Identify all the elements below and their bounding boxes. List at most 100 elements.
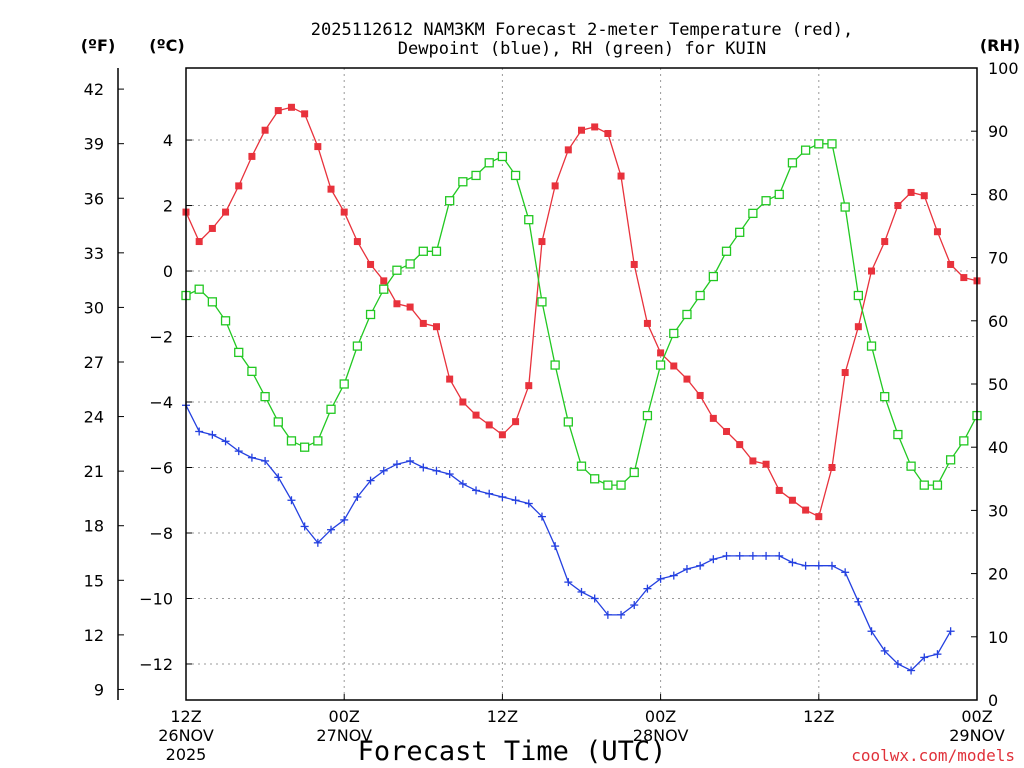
temperature-point	[485, 421, 493, 429]
rh-unit-label: (RH)	[980, 36, 1020, 55]
temperature-point	[617, 172, 625, 180]
dewpoint-point	[709, 555, 718, 564]
fahrenheit-tick-label: 30	[84, 298, 104, 317]
fahrenheit-axis: 42 39 36 33 30 27 24 21 18 15 12 9	[84, 68, 124, 700]
temperature-point	[854, 323, 862, 331]
temperature-point	[274, 107, 282, 115]
dewpoint-point	[485, 489, 494, 498]
rh-point	[550, 360, 560, 370]
rh-point	[299, 442, 310, 452]
fahrenheit-tick-label: 27	[84, 353, 104, 372]
rh-point	[220, 316, 231, 326]
fahrenheit-tick-label: 12	[84, 626, 104, 645]
temperature-point	[446, 375, 454, 383]
temperature-point	[578, 126, 585, 134]
rh-point	[735, 227, 745, 237]
temperature-point	[222, 208, 230, 216]
rh-line	[185, 143, 978, 486]
temperature-point	[736, 441, 744, 449]
temperature-point	[340, 208, 348, 216]
dewpoint-point	[537, 512, 546, 521]
rh-point	[379, 284, 389, 294]
temperature-point	[723, 427, 731, 435]
credit-text: coolwx.com/models	[851, 746, 1015, 765]
celsius-tick-label: 0	[163, 262, 173, 281]
rh-point	[326, 404, 336, 414]
dewpoint-point	[933, 650, 942, 659]
x-tick-label: 12Z	[487, 707, 518, 726]
dewpoint-point	[867, 627, 876, 636]
dewpoint-point	[669, 571, 678, 580]
temperature-point	[881, 238, 889, 246]
fahrenheit-tick-label: 15	[84, 571, 104, 590]
temperature-point	[749, 457, 757, 465]
temperature-point	[353, 238, 361, 246]
rh-point	[695, 290, 705, 301]
dewpoint-point	[392, 460, 401, 469]
rh-point	[893, 429, 903, 440]
rh-point	[365, 309, 376, 320]
temperature-point	[709, 414, 717, 422]
rh-tick-label: 20	[988, 565, 1008, 584]
rh-point	[207, 297, 218, 307]
dewpoint-point	[617, 610, 626, 619]
celsius-axis: 4 2 0 −2 −4 −6 −8 −10 −12	[139, 131, 192, 674]
temperature-point	[630, 260, 638, 268]
temperature-point	[907, 188, 915, 196]
temperature-line	[185, 106, 978, 518]
temperature-point	[525, 382, 533, 390]
fahrenheit-tick-label: 18	[84, 517, 104, 536]
dewpoint-point	[814, 561, 823, 570]
fahrenheit-tick-label: 21	[84, 462, 104, 481]
dewpoint-point	[801, 561, 810, 570]
rh-tick-label: 60	[988, 312, 1008, 331]
fahrenheit-tick-label: 36	[84, 189, 104, 208]
x-axis-title: Forecast Time (UTC)	[358, 736, 667, 767]
rh-point	[524, 215, 534, 225]
dewpoint-point	[406, 456, 415, 465]
dewpoint-point	[498, 492, 507, 501]
temperature-point	[670, 362, 678, 370]
rh-point	[945, 455, 956, 465]
dewpoint-point	[735, 551, 744, 560]
celsius-tick-label: −10	[139, 589, 173, 608]
rh-point	[194, 284, 204, 294]
rh-point	[286, 436, 297, 446]
rh-tick-label: 70	[988, 249, 1008, 268]
dewpoint-point	[353, 492, 362, 501]
rh-point	[576, 461, 587, 471]
x-tick-label: 2025	[166, 745, 207, 764]
dewpoint-point	[432, 466, 441, 475]
temperature-point	[261, 126, 269, 134]
rh-point	[787, 158, 798, 168]
temperature-point	[775, 486, 783, 494]
rh-tick-label: 100	[988, 59, 1019, 78]
fahrenheit-tick-label: 39	[84, 135, 104, 154]
rh-point	[880, 391, 890, 402]
dewpoint-point	[221, 437, 230, 446]
rh-tick-label: 90	[988, 122, 1008, 141]
celsius-tick-label: −8	[149, 524, 173, 543]
plot-frame	[185, 67, 978, 701]
temperature-point	[933, 228, 941, 236]
dewpoint-point	[366, 476, 375, 485]
series-layer	[181, 103, 982, 675]
temperature-point	[512, 418, 520, 426]
dewpoint-point	[643, 584, 652, 593]
temperature-point	[828, 464, 836, 472]
temperature-point	[208, 224, 216, 232]
rh-tick-label: 30	[988, 501, 1008, 520]
rh-point	[405, 259, 415, 269]
temperature-point	[683, 375, 691, 383]
temperature-point	[472, 411, 480, 419]
celsius-tick-label: −2	[149, 328, 173, 347]
temperature-point	[841, 369, 849, 377]
dewpoint-point	[656, 574, 665, 583]
temperature-point	[459, 398, 467, 406]
rh-point	[497, 151, 508, 162]
rh-point	[563, 417, 573, 427]
temperature-point	[815, 513, 823, 521]
dewpoint-point	[287, 496, 296, 505]
temperature-point	[947, 260, 955, 268]
